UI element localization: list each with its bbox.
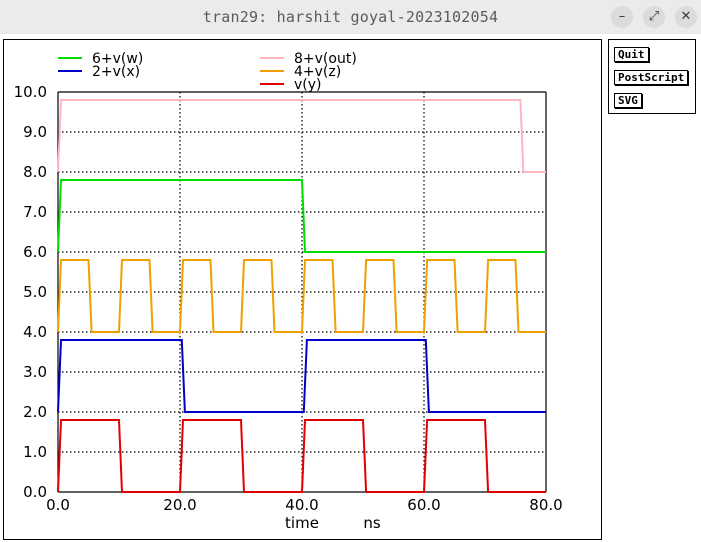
y-tick-label: 5.0 — [23, 283, 47, 301]
y-tick-label: 10.0 — [14, 83, 47, 101]
legend: 6+v(w) 8+v(out) 2+v(x) 4+v(z)v(y) — [58, 51, 357, 93]
maximize-icon: ⤢ — [648, 9, 660, 24]
x-tick-label: 80.0 — [529, 496, 562, 514]
x-tick-label: 60.0 — [407, 496, 440, 514]
trace-4-v-z — [57, 259, 546, 333]
y-tick-label: 1.0 — [23, 443, 47, 461]
trace-2-v-x — [57, 339, 546, 413]
maximize-button[interactable]: ⤢ — [643, 6, 665, 28]
x-axis-label: time — [285, 514, 319, 532]
x-tick-label: 40.0 — [285, 496, 318, 514]
legend-label: v(y) — [294, 77, 322, 93]
y-tick-label: 8.0 — [23, 163, 47, 181]
grid — [57, 91, 547, 493]
y-tick-label: 6.0 — [23, 243, 47, 261]
legend-label: 6+v(w) — [92, 51, 143, 67]
x-tick-label: 20.0 — [163, 496, 196, 514]
close-button[interactable]: ✕ — [675, 6, 697, 28]
legend-label: 4+v(z) — [294, 64, 341, 80]
svg-button[interactable]: SVG — [614, 93, 642, 108]
y-tick-label: 2.0 — [23, 403, 47, 421]
window-title: tran29: harshit goyal-2023102054 — [202, 8, 499, 26]
y-tick-label: 9.0 — [23, 123, 47, 141]
y-tick-label: 0.0 — [23, 483, 47, 501]
y-tick-label: 3.0 — [23, 363, 47, 381]
title-bar: tran29: harshit goyal-2023102054 – ⤢ ✕ — [0, 0, 701, 34]
minimize-button[interactable]: – — [611, 6, 633, 28]
trace-v-y — [57, 419, 546, 493]
traces — [57, 99, 546, 493]
y-tick-label: 7.0 — [23, 203, 47, 221]
close-icon: ✕ — [680, 9, 692, 24]
minimize-icon: – — [618, 9, 626, 24]
legend-label: 8+v(out) — [294, 51, 357, 67]
side-panel: Quit PostScript SVG — [608, 39, 696, 114]
x-tick-label: 0.0 — [46, 496, 70, 514]
postscript-button[interactable]: PostScript — [614, 70, 689, 85]
tick-labels: 0.0 1.0 2.0 3.0 4.0 5.0 6.0 7.0 8.0 9.0 10.0 0.0 20.… — [14, 83, 563, 514]
y-tick-label: 4.0 — [23, 323, 47, 341]
x-axis-unit: ns — [363, 514, 381, 532]
legend-label: 2+v(x) — [92, 64, 140, 80]
quit-button[interactable]: Quit — [614, 47, 649, 62]
trace-6-v-w — [57, 179, 546, 253]
trace-8-v-out — [57, 99, 546, 173]
